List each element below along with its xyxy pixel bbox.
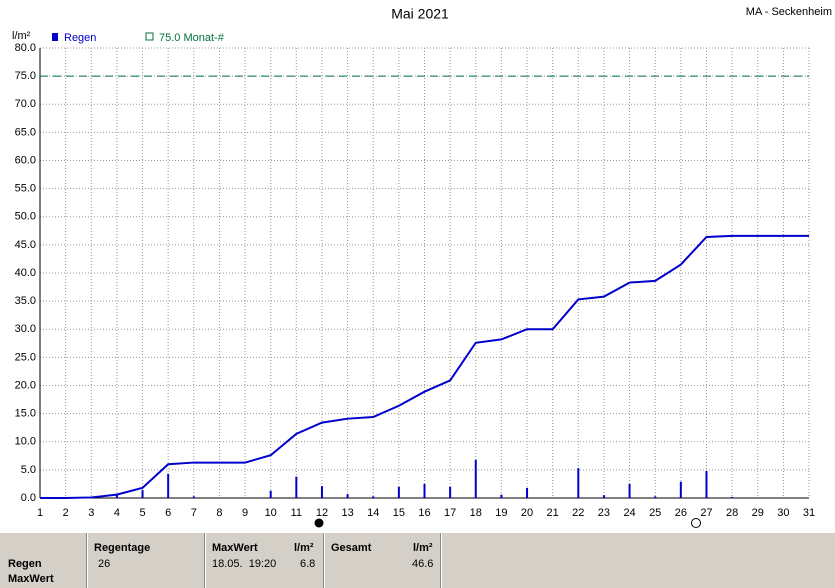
rain-bar xyxy=(346,494,349,498)
header: Gesamt xyxy=(331,542,372,554)
summary-table: Regen MaxWert Regentage MaxWert l/m² Ges… xyxy=(0,533,835,588)
y-unit: l/m² xyxy=(12,30,31,42)
rain-bar xyxy=(705,471,708,498)
x-tick-label: 13 xyxy=(341,507,353,519)
legend-swatch xyxy=(145,32,154,41)
legend-label: Regen xyxy=(64,32,96,44)
x-tick-label: 26 xyxy=(675,507,687,519)
x-tick-label: 21 xyxy=(547,507,559,519)
x-tick-label: 8 xyxy=(216,507,222,519)
x-tick-label: 18 xyxy=(470,507,482,519)
header: MaxWert xyxy=(212,542,258,554)
rain-bar xyxy=(654,496,657,498)
x-tick-label: 31 xyxy=(803,507,815,519)
rain-bar xyxy=(474,459,477,498)
rain-bar xyxy=(372,496,375,498)
moon-full xyxy=(691,518,701,528)
x-tick-label: 20 xyxy=(521,507,533,519)
rain-bar xyxy=(423,483,426,498)
header: Regentage xyxy=(94,542,151,554)
x-tick-label: 27 xyxy=(700,507,712,519)
x-tick-label: 29 xyxy=(752,507,764,519)
x-tick-label: 9 xyxy=(242,507,248,519)
x-tick-label: 23 xyxy=(598,507,610,519)
x-tick-label: 5 xyxy=(139,507,145,519)
rain-bar xyxy=(269,490,272,498)
x-tick-label: 14 xyxy=(367,507,379,519)
x-tick-label: 3 xyxy=(88,507,94,519)
x-tick-label: 1 xyxy=(37,507,43,519)
cell: 46.6 xyxy=(412,558,434,570)
rain-bar xyxy=(167,473,170,498)
x-tick-label: 4 xyxy=(114,507,120,519)
x-tick-label: 7 xyxy=(191,507,197,519)
x-tick-label: 11 xyxy=(291,507,302,519)
rain-bar xyxy=(295,476,298,498)
y-tick-label: 30.0 xyxy=(15,323,36,335)
rain-bar xyxy=(397,486,400,498)
y-tick-label: 50.0 xyxy=(15,211,36,223)
y-tick-label: 15.0 xyxy=(15,408,36,420)
x-tick-label: 28 xyxy=(726,507,738,519)
rain-bar xyxy=(141,490,144,498)
rain-bar xyxy=(500,494,503,498)
row-label: MaxWert xyxy=(8,573,54,585)
station: MA - Seckenheim xyxy=(746,6,832,18)
rain-bar xyxy=(449,486,452,498)
cell: 6.8 xyxy=(300,558,316,570)
rain-bar xyxy=(679,481,682,498)
cell: 18.05. 19:20 xyxy=(212,558,277,570)
legend-label: 75.0 Monat-# xyxy=(159,32,225,44)
y-tick-label: 10.0 xyxy=(15,436,36,448)
chart-title: Mai 2021 xyxy=(391,6,449,22)
x-tick-label: 17 xyxy=(444,507,456,519)
legend-swatch xyxy=(52,33,58,41)
x-tick-label: 6 xyxy=(165,507,171,519)
x-tick-label: 10 xyxy=(265,507,277,519)
y-tick-label: 70.0 xyxy=(15,98,36,110)
chart: Mai 2021 MA - Seckenheim l/m² Regen 75.0… xyxy=(12,6,832,528)
rain-bar xyxy=(577,468,580,498)
x-tick-label: 19 xyxy=(495,507,507,519)
x-tick-label: 12 xyxy=(316,507,328,519)
x-tick-label: 22 xyxy=(572,507,584,519)
row-label: Regen xyxy=(8,558,42,570)
y-tick-label: 65.0 xyxy=(15,126,36,138)
y-tick-label: 25.0 xyxy=(15,351,36,363)
x-tick-label: 2 xyxy=(63,507,69,519)
y-tick-label: 55.0 xyxy=(15,183,36,195)
x-tick-label: 25 xyxy=(649,507,661,519)
moon-new xyxy=(314,518,324,528)
rain-bar xyxy=(628,483,631,498)
x-tick-label: 24 xyxy=(623,507,635,519)
header: l/m² xyxy=(294,542,314,554)
rain-bar xyxy=(602,495,605,498)
y-tick-label: 35.0 xyxy=(15,295,36,307)
rain-bar xyxy=(192,496,195,498)
y-tick-label: 5.0 xyxy=(21,464,36,476)
rain-bar xyxy=(731,496,734,498)
cumulative-line xyxy=(40,234,809,499)
y-tick-label: 40.0 xyxy=(15,267,36,279)
x-tick-label: 30 xyxy=(777,507,789,519)
y-tick-label: 60.0 xyxy=(15,154,36,166)
y-tick-label: 80.0 xyxy=(15,42,36,54)
x-tick-label: 15 xyxy=(393,507,405,519)
header: l/m² xyxy=(413,542,433,554)
y-tick-label: 45.0 xyxy=(15,239,36,251)
y-tick-label: 0.0 xyxy=(21,492,36,504)
rain-bar xyxy=(526,487,529,498)
cell: 26 xyxy=(98,558,111,570)
x-tick-label: 16 xyxy=(418,507,430,519)
y-tick-label: 20.0 xyxy=(15,379,36,391)
rain-bar xyxy=(115,495,118,498)
rain-bar xyxy=(320,486,323,498)
y-tick-label: 75.0 xyxy=(15,70,36,82)
